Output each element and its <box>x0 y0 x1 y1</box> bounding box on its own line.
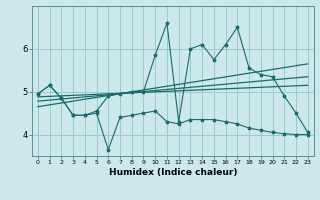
X-axis label: Humidex (Indice chaleur): Humidex (Indice chaleur) <box>108 168 237 177</box>
